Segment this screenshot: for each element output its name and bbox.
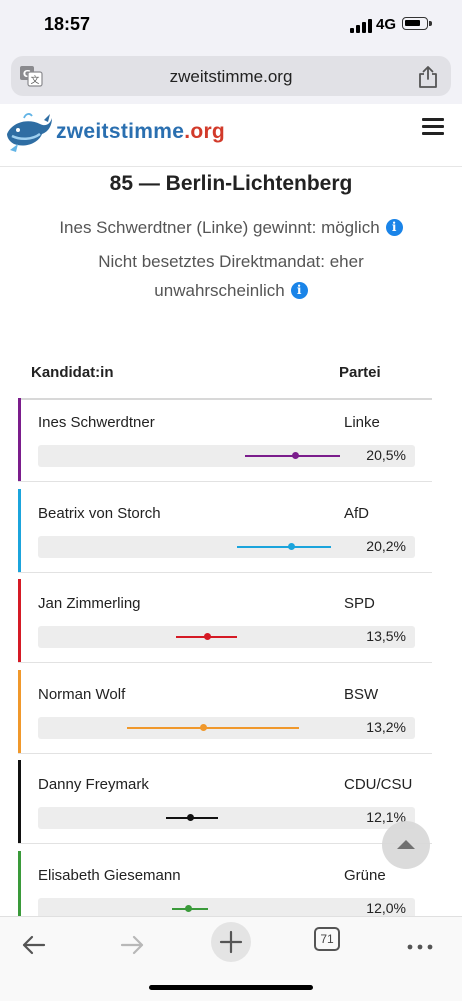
translate-icon[interactable]: G 文	[19, 65, 43, 87]
status-bar: 18:57 4G	[0, 0, 462, 52]
estimate-dot	[200, 723, 208, 731]
vote-share-percent: 20,2%	[366, 537, 406, 554]
candidate-party: CDU/CSU	[344, 776, 413, 793]
party-color-bar	[18, 398, 21, 481]
party-color-bar	[18, 488, 21, 572]
table-header: Kandidat:in Partei	[18, 364, 432, 400]
candidate-row[interactable]: Danny Freymark CDU/CSU 12,1%	[18, 760, 432, 844]
vote-share-percent: 12,1%	[366, 809, 406, 825]
mandate-text: unwahrscheinlich	[154, 281, 285, 300]
candidate-name: Beatrix von Storch	[38, 504, 161, 522]
candidate-party: BSW	[344, 685, 379, 703]
estimate-dot	[185, 904, 193, 912]
candidate-row[interactable]: Norman Wolf BSW 13,2%	[18, 669, 432, 754]
home-indicator	[149, 985, 313, 990]
estimate-dot	[288, 542, 296, 550]
party-color-bar	[18, 760, 21, 843]
winner-text: Ines Schwerdtner (Linke) gewinnt: möglic…	[59, 218, 380, 237]
share-icon[interactable]	[417, 65, 439, 89]
party-color-bar	[18, 579, 21, 662]
vote-share-percent: 20,5%	[366, 447, 406, 463]
estimate-dot	[292, 452, 300, 459]
page-title: 85 — Berlin-Lichtenberg	[109, 172, 353, 195]
vote-share-percent: 13,2%	[366, 718, 406, 735]
svg-text:G: G	[23, 69, 31, 80]
winner-line: Ines Schwerdtner (Linke) gewinnt: möglic…	[30, 213, 432, 243]
candidate-name: Ines Schwerdtner	[38, 414, 155, 431]
confidence-interval-line	[127, 726, 300, 729]
site-logo-text[interactable]: zweitstimme.org	[56, 120, 225, 144]
candidate-party: Grüne	[344, 866, 386, 884]
status-time: 18:57	[44, 14, 91, 34]
candidate-party: Linke	[344, 414, 380, 431]
forward-arrow-icon[interactable]	[112, 925, 152, 965]
vote-share-track: 12,0%	[38, 897, 415, 920]
url-text[interactable]: zweitstimme.org	[169, 67, 293, 86]
battery-icon	[402, 17, 432, 30]
chevron-up-icon	[397, 840, 415, 849]
logo-suffix: .org	[184, 120, 226, 143]
site-header: zweitstimme.org	[0, 104, 462, 167]
new-tab-plus-icon[interactable]	[210, 921, 252, 963]
vote-share-percent: 13,5%	[366, 628, 406, 644]
vote-share-track: 13,5%	[38, 626, 415, 648]
candidate-name: Elisabeth Giesemann	[38, 866, 181, 884]
candidate-name: Norman Wolf	[38, 685, 126, 703]
svg-text:文: 文	[30, 74, 39, 86]
candidate-party: SPD	[344, 595, 375, 612]
vote-share-percent: 12,0%	[366, 899, 406, 916]
column-header-party: Partei	[339, 364, 381, 381]
vote-share-track: 20,5%	[38, 445, 415, 467]
scroll-to-top-button[interactable]	[382, 821, 430, 869]
tab-count-button[interactable]: 71	[314, 927, 340, 951]
party-color-bar	[18, 850, 21, 934]
vote-share-track: 12,1%	[38, 807, 415, 829]
more-menu-icon[interactable]	[400, 925, 440, 965]
candidate-name: Danny Freymark	[38, 776, 149, 793]
info-icon[interactable]: i	[385, 219, 403, 237]
logo-main: zweitstimme	[56, 120, 185, 143]
estimate-dot	[204, 633, 212, 640]
column-header-candidate: Kandidat:in	[31, 364, 114, 381]
candidate-row[interactable]: Beatrix von Storch AfD 20,2%	[18, 488, 432, 573]
whale-logo-icon[interactable]	[4, 110, 54, 156]
candidate-party: AfD	[344, 504, 370, 522]
mandate-line-2: unwahrscheinlich i	[30, 276, 432, 306]
candidate-row[interactable]: Ines Schwerdtner Linke 20,5%	[18, 398, 432, 482]
mandate-line-1: Nicht besetztes Direktmandat: eher	[98, 252, 364, 271]
hamburger-menu-icon[interactable]	[422, 118, 444, 136]
vote-share-track: 13,2%	[38, 716, 415, 739]
vote-share-track: 20,2%	[38, 535, 415, 558]
network-type: 4G	[376, 16, 397, 33]
estimate-dot	[186, 814, 194, 821]
address-bar[interactable]: G 文 zweitstimme.org	[11, 56, 451, 96]
confidence-interval-line	[236, 545, 331, 548]
candidate-name: Jan Zimmerling	[38, 595, 141, 612]
signal-icon	[350, 19, 372, 33]
party-color-bar	[18, 669, 21, 753]
back-arrow-icon[interactable]	[14, 925, 54, 965]
browser-toolbar: 71	[0, 916, 462, 1001]
browser-address-area: G 文 zweitstimme.org	[0, 52, 462, 104]
info-icon[interactable]: i	[290, 282, 308, 300]
candidate-row[interactable]: Jan Zimmerling SPD 13,5%	[18, 579, 432, 663]
